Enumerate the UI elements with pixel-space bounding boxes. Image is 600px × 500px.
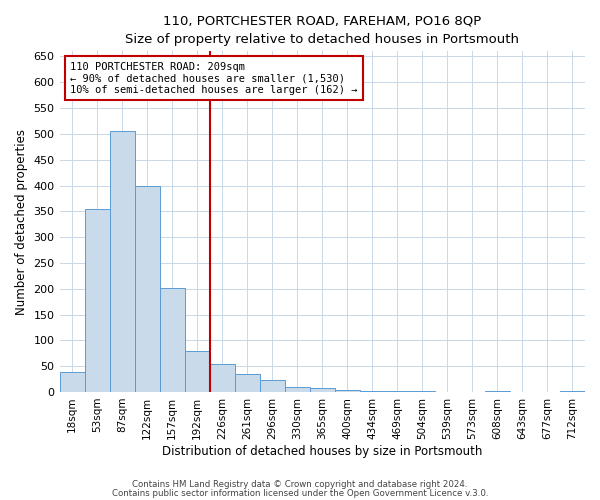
Bar [560, 391, 585, 392]
Text: 110 PORTCHESTER ROAD: 209sqm
← 90% of detached houses are smaller (1,530)
10% of: 110 PORTCHESTER ROAD: 209sqm ← 90% of de… [70, 62, 358, 95]
Bar [59, 372, 85, 392]
X-axis label: Distribution of detached houses by size in Portsmouth: Distribution of detached houses by size … [162, 444, 482, 458]
Y-axis label: Number of detached properties: Number of detached properties [15, 128, 28, 314]
Bar [485, 391, 510, 392]
Bar [335, 390, 360, 392]
Bar [110, 132, 134, 392]
Bar [185, 350, 209, 392]
Bar [235, 374, 260, 392]
Bar [134, 186, 160, 392]
Bar [85, 208, 110, 392]
Bar [160, 288, 185, 392]
Text: Contains public sector information licensed under the Open Government Licence v.: Contains public sector information licen… [112, 488, 488, 498]
Bar [260, 380, 285, 392]
Bar [310, 388, 335, 392]
Bar [360, 391, 385, 392]
Bar [209, 364, 235, 392]
Text: Contains HM Land Registry data © Crown copyright and database right 2024.: Contains HM Land Registry data © Crown c… [132, 480, 468, 489]
Bar [285, 387, 310, 392]
Title: 110, PORTCHESTER ROAD, FAREHAM, PO16 8QP
Size of property relative to detached h: 110, PORTCHESTER ROAD, FAREHAM, PO16 8QP… [125, 15, 519, 46]
